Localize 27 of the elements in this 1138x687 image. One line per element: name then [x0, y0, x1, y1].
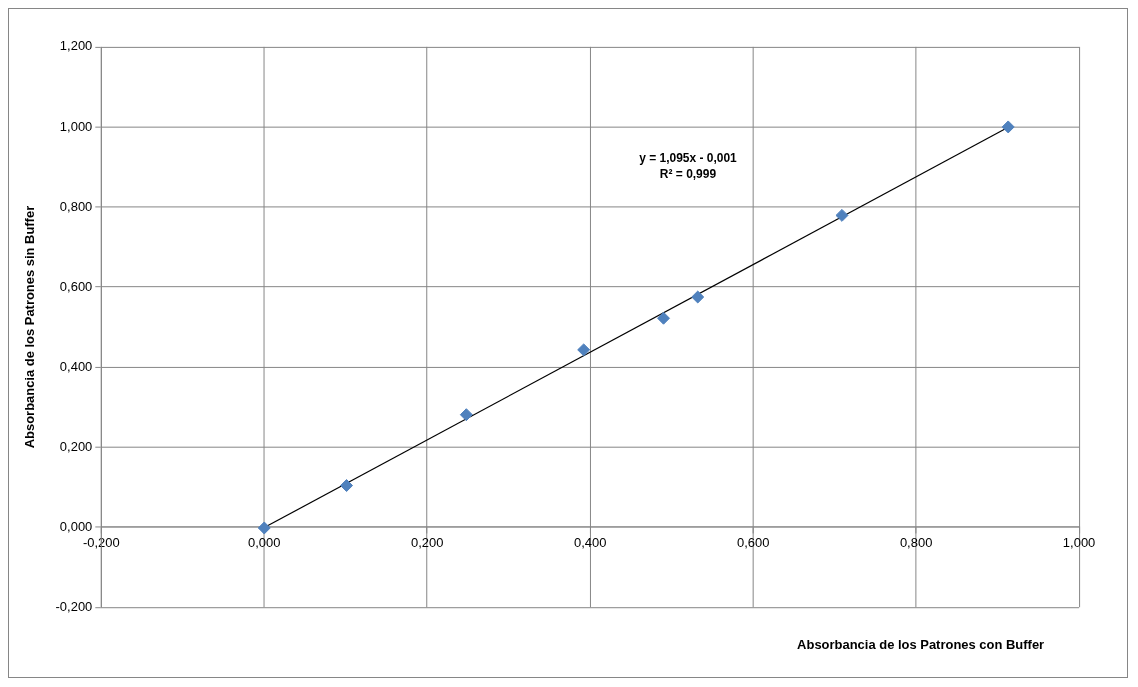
annotation: R² = 0,999 — [659, 166, 717, 181]
point — [657, 311, 671, 325]
y-tick-label: 0,600 — [59, 278, 93, 294]
x-tick-label: 0,400 — [573, 535, 607, 551]
y-tick-label: -0,200 — [55, 598, 93, 614]
point — [835, 208, 849, 222]
x-tick-label: 0,600 — [736, 535, 770, 551]
y-tick-label: 0,800 — [59, 198, 93, 214]
x-axis-title: Absorbancia de los Patrones con Buffer — [797, 636, 1045, 652]
point — [1001, 120, 1015, 134]
point — [340, 479, 354, 493]
y-tick-label: 0,200 — [59, 438, 93, 454]
point — [459, 408, 473, 422]
x-tick-label: 0,200 — [411, 535, 444, 551]
annotation: y = 1,095x - 0,001 — [639, 150, 738, 165]
point — [577, 343, 591, 357]
point — [691, 290, 705, 304]
x-tick-label: 1,000 — [1062, 535, 1096, 551]
x-tick-label: 0,800 — [899, 535, 933, 551]
y-tick-label: 1,200 — [59, 38, 93, 54]
x-tick-label: -0,200 — [82, 535, 120, 551]
x-tick-label: 0,000 — [248, 535, 281, 551]
y-tick-label: 0,000 — [59, 518, 93, 534]
point — [257, 521, 271, 535]
y-axis-title: Absorbancia de los Patrones sin Buffer — [22, 205, 38, 449]
y-tick-label: 1,000 — [59, 118, 93, 134]
y-tick-label: 0,400 — [59, 358, 93, 374]
